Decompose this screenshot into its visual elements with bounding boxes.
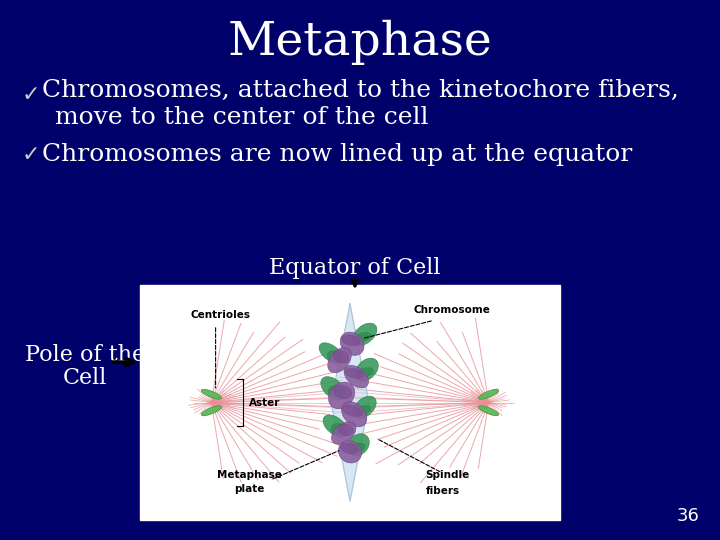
Text: move to the center of the cell: move to the center of the cell — [55, 106, 428, 130]
Text: Centrioles: Centrioles — [190, 310, 251, 320]
Ellipse shape — [328, 382, 355, 409]
Ellipse shape — [355, 358, 378, 381]
Text: Cell: Cell — [63, 367, 107, 389]
Ellipse shape — [345, 368, 364, 378]
Ellipse shape — [321, 376, 346, 400]
Ellipse shape — [342, 335, 360, 346]
Ellipse shape — [479, 406, 499, 416]
Ellipse shape — [328, 348, 351, 373]
Ellipse shape — [353, 323, 377, 346]
Ellipse shape — [323, 415, 348, 437]
Text: ✓: ✓ — [22, 85, 40, 105]
Ellipse shape — [343, 405, 363, 416]
Text: Spindle: Spindle — [426, 470, 470, 480]
Ellipse shape — [355, 406, 371, 414]
Ellipse shape — [355, 333, 372, 342]
Ellipse shape — [202, 389, 222, 399]
Polygon shape — [331, 304, 369, 501]
Ellipse shape — [327, 350, 339, 361]
Ellipse shape — [328, 386, 342, 396]
Ellipse shape — [350, 443, 365, 452]
Text: Chromosomes are now lined up at the equator: Chromosomes are now lined up at the equa… — [42, 144, 632, 166]
Ellipse shape — [341, 402, 367, 427]
Text: plate: plate — [234, 484, 264, 494]
Ellipse shape — [338, 441, 361, 463]
Ellipse shape — [344, 366, 369, 388]
Text: Aster: Aster — [249, 397, 281, 408]
Text: Pole of the: Pole of the — [25, 344, 145, 366]
Ellipse shape — [341, 443, 359, 454]
Text: Chromosomes, attached to the kinetochore fibers,: Chromosomes, attached to the kinetochore… — [42, 78, 679, 102]
Text: 36: 36 — [677, 507, 700, 525]
Ellipse shape — [331, 422, 356, 444]
Text: Metaphase: Metaphase — [228, 19, 492, 65]
Ellipse shape — [333, 350, 348, 363]
Text: ✓: ✓ — [22, 145, 40, 165]
Ellipse shape — [338, 424, 354, 436]
Ellipse shape — [319, 343, 343, 363]
Ellipse shape — [358, 368, 374, 377]
Text: Metaphase: Metaphase — [217, 470, 282, 480]
Text: fibers: fibers — [426, 486, 460, 496]
Ellipse shape — [330, 423, 343, 434]
Ellipse shape — [202, 406, 222, 416]
Bar — [140, 285, 560, 520]
Ellipse shape — [340, 332, 364, 355]
Text: Equator of Cell: Equator of Cell — [269, 257, 441, 279]
Ellipse shape — [348, 434, 369, 456]
Text: Chromosome: Chromosome — [413, 305, 490, 315]
Ellipse shape — [479, 389, 499, 399]
Ellipse shape — [333, 386, 352, 399]
Ellipse shape — [354, 396, 377, 419]
